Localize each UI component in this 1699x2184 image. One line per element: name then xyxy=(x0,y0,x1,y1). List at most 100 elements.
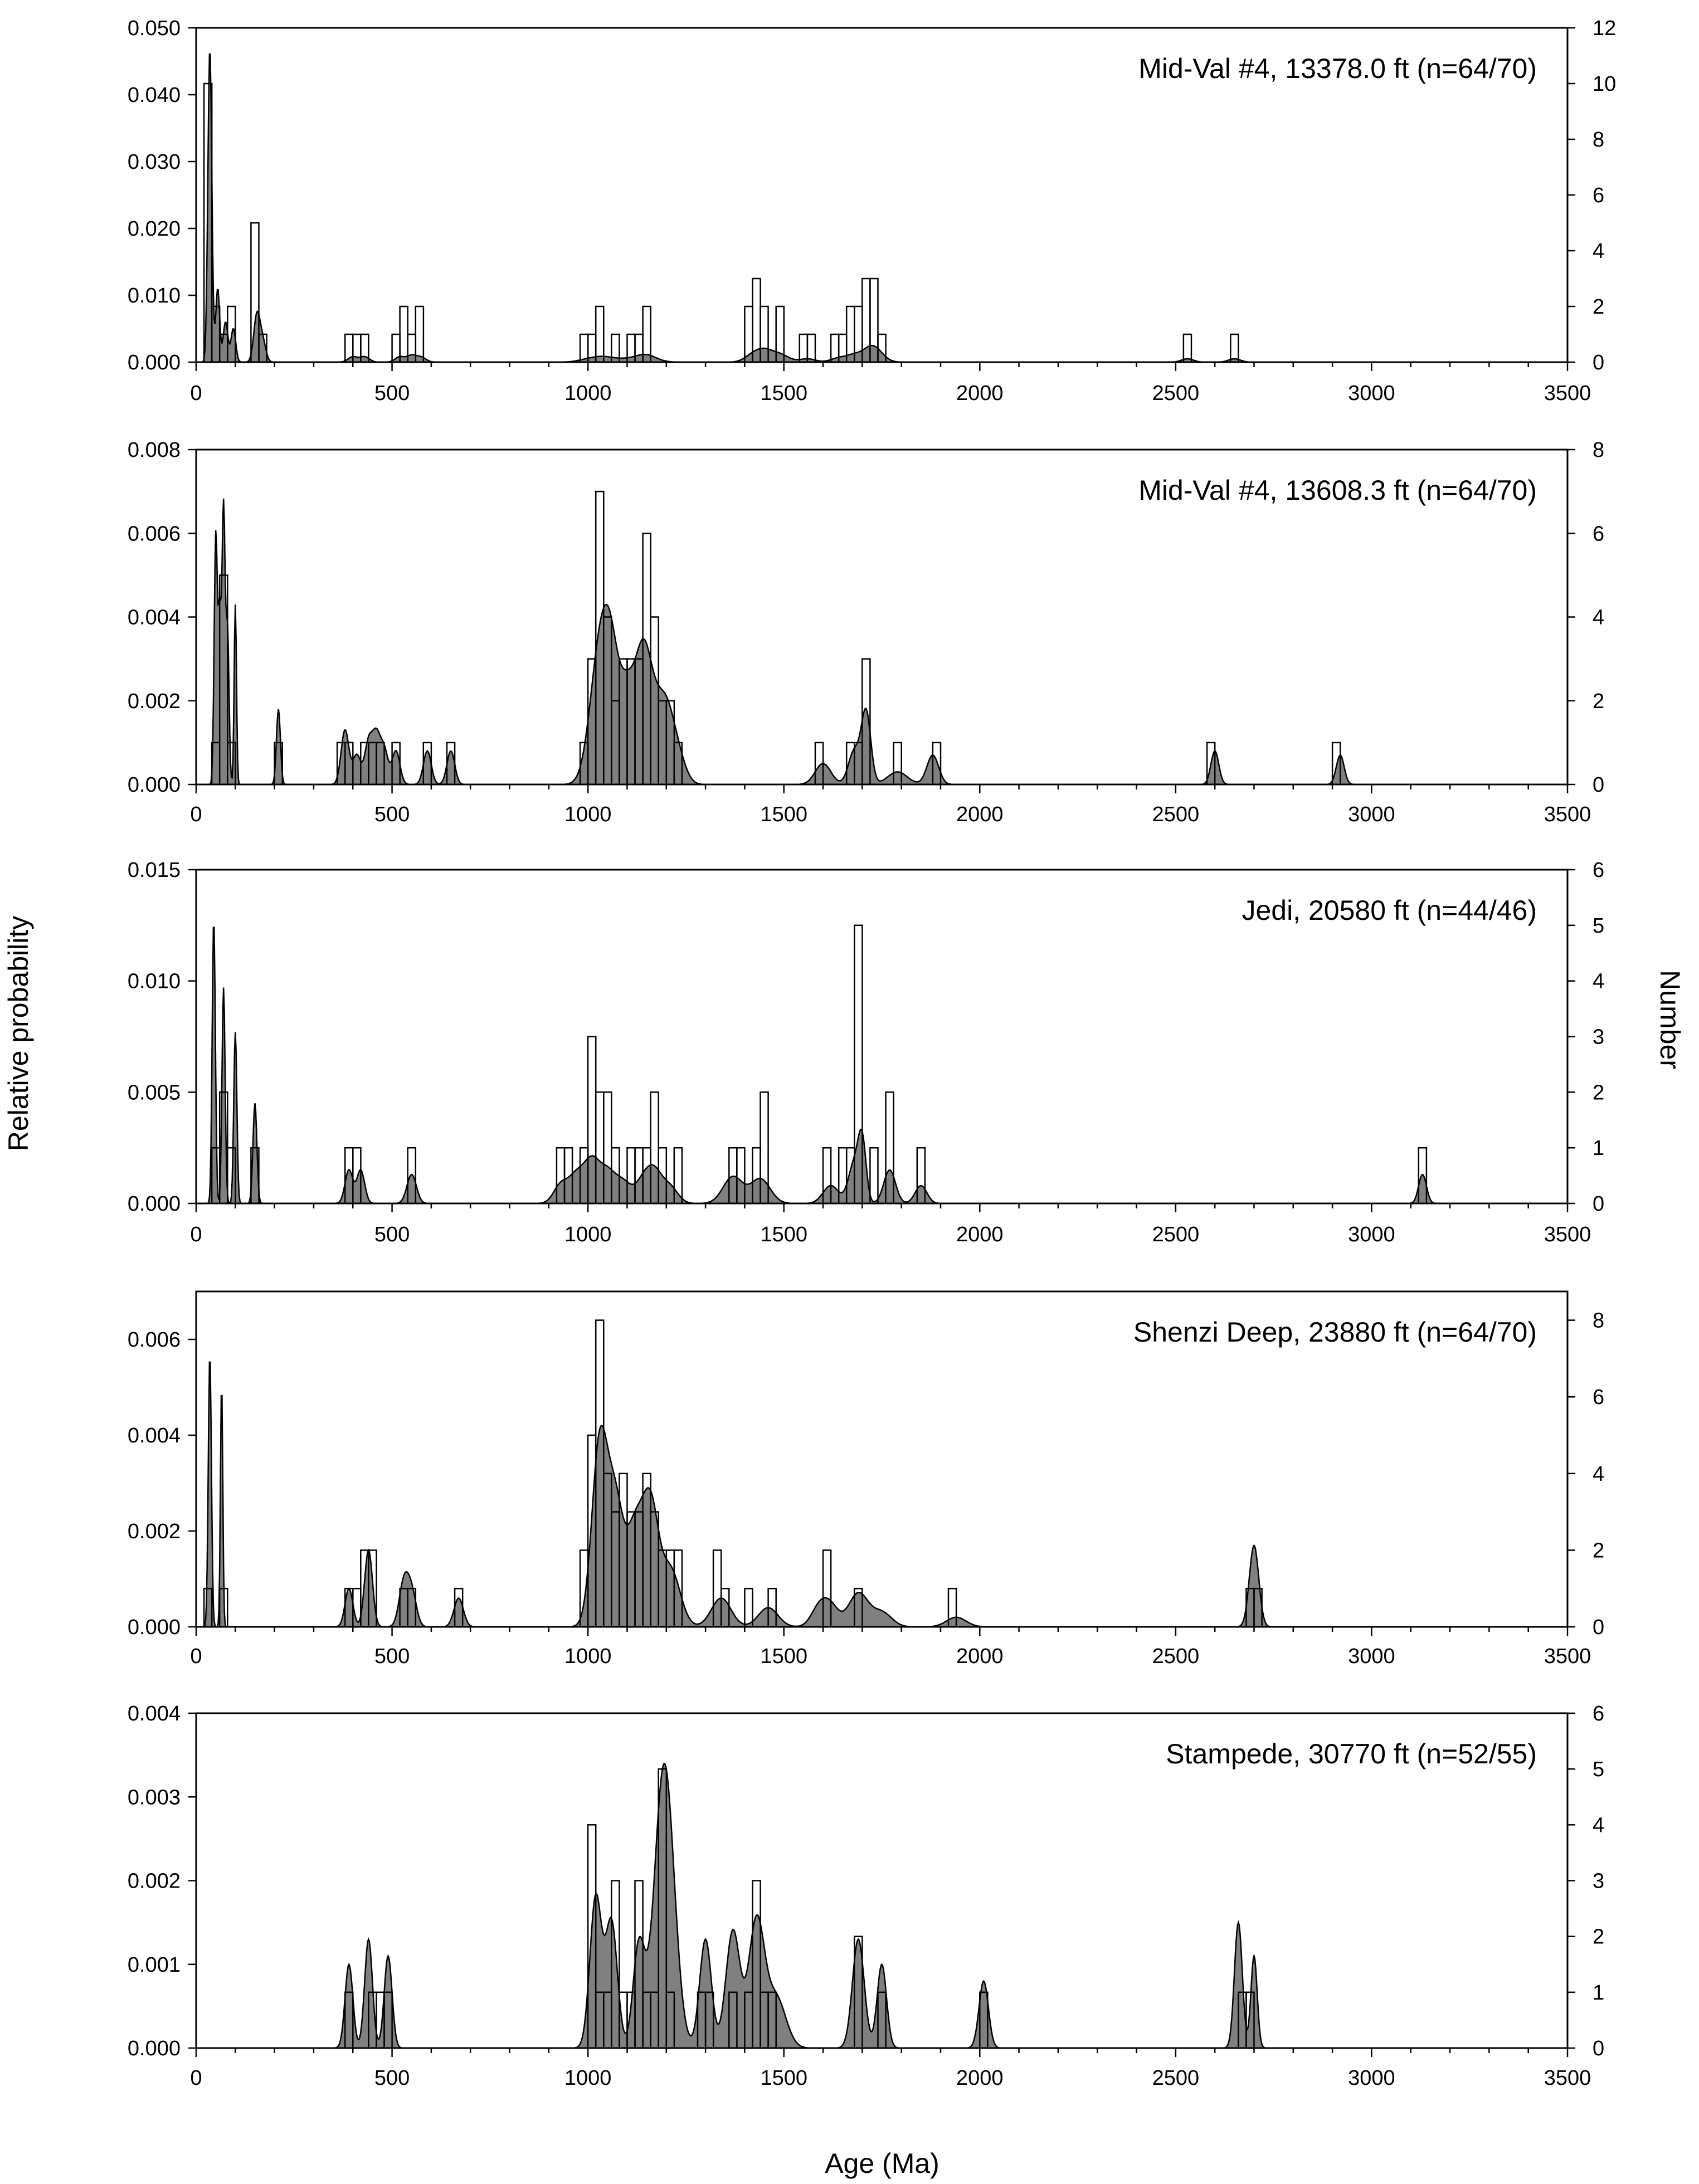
y-left-tick-label: 0.000 xyxy=(128,2037,181,2060)
y-right-tick-label: 4 xyxy=(1593,240,1604,263)
x-tick-label: 1500 xyxy=(760,2066,807,2090)
y-axis-right-ticks: 0 2 4 6 8 10 12 xyxy=(1567,17,1616,374)
x-axis-ticks: 0 500 1000 1500 2000 2500 3000 3500 xyxy=(190,2048,1591,2090)
x-tick-label: 1000 xyxy=(564,803,612,826)
y-right-tick-label: 2 xyxy=(1593,295,1604,319)
x-tick-label: 3500 xyxy=(1544,1645,1591,1668)
x-tick-label: 2500 xyxy=(1152,2066,1200,2090)
y-left-tick-label: 0.010 xyxy=(128,284,181,308)
x-tick-label: 0 xyxy=(190,2066,202,2090)
y-left-tick-label: 0.000 xyxy=(128,1192,181,1216)
x-tick-label: 3000 xyxy=(1348,382,1395,405)
panel-1: 0 500 1000 1500 2000 2500 3000 35000.0000.0100.… xyxy=(128,17,1616,405)
x-tick-label: 0 xyxy=(190,1223,202,1246)
y-right-tick-label: 8 xyxy=(1593,438,1604,462)
y-axis-label-right: Number xyxy=(1654,970,1686,1069)
x-tick-label: 3500 xyxy=(1544,803,1591,826)
y-axis-left-ticks: 0.000 0.001 0.002 0.003 0.004 xyxy=(128,1702,196,2060)
x-tick-label: 3000 xyxy=(1348,1645,1395,1668)
x-axis-ticks: 0 500 1000 1500 2000 2500 3000 3500 xyxy=(190,1203,1591,1246)
y-right-tick-label: 0 xyxy=(1593,1192,1604,1216)
y-axis-right-ticks: 0 1 2 3 4 5 6 xyxy=(1567,1702,1604,2060)
x-tick-label: 500 xyxy=(374,2066,410,2090)
x-tick-label: 2500 xyxy=(1152,1223,1200,1246)
y-left-tick-label: 0.000 xyxy=(128,773,181,797)
x-tick-label: 1500 xyxy=(760,803,807,826)
x-tick-label: 1000 xyxy=(564,1223,612,1246)
y-right-tick-label: 6 xyxy=(1593,1702,1604,1725)
y-left-tick-label: 0.006 xyxy=(128,522,181,545)
x-tick-label: 500 xyxy=(374,1223,410,1246)
x-tick-label: 1000 xyxy=(564,382,612,405)
y-left-tick-label: 0.020 xyxy=(128,217,181,241)
y-axis-left-ticks: 0.000 0.002 0.004 0.006 0.008 xyxy=(128,438,196,797)
y-left-tick-label: 0.002 xyxy=(128,690,181,713)
y-right-tick-label: 4 xyxy=(1593,1462,1604,1486)
x-tick-label: 3500 xyxy=(1544,2066,1591,2090)
y-right-tick-label: 6 xyxy=(1593,184,1604,207)
y-right-tick-label: 5 xyxy=(1593,1758,1604,1781)
y-right-tick-label: 0 xyxy=(1593,773,1604,797)
panel-4: 0 500 1000 1500 2000 2500 3000 35000.0000.0020.… xyxy=(128,1290,1604,1668)
y-left-tick-label: 0.006 xyxy=(128,1328,181,1352)
y-axis-right-ticks: 0 2 4 6 8 xyxy=(1567,1309,1604,1639)
y-left-tick-label: 0.008 xyxy=(128,438,181,462)
y-right-tick-label: 8 xyxy=(1593,128,1604,152)
y-right-tick-label: 6 xyxy=(1593,522,1604,545)
y-left-tick-label: 0.000 xyxy=(128,1616,181,1639)
panels-group: 0 500 1000 1500 2000 2500 3000 35000.0000.0100.… xyxy=(128,17,1616,2090)
y-right-tick-label: 0 xyxy=(1593,1616,1604,1639)
y-left-tick-label: 0.004 xyxy=(128,606,181,630)
y-right-tick-label: 0 xyxy=(1593,351,1604,374)
y-axis-right-ticks: 0 1 2 3 4 5 6 xyxy=(1567,859,1604,1216)
y-axis-right-ticks: 0 2 4 6 8 xyxy=(1567,438,1604,797)
x-tick-label: 2000 xyxy=(956,1645,1004,1668)
x-tick-label: 0 xyxy=(190,1645,202,1668)
y-right-tick-label: 6 xyxy=(1593,859,1604,882)
panel-title: Stampede, 30770 ft (n=52/55) xyxy=(1166,1738,1537,1769)
x-axis-ticks: 0 500 1000 1500 2000 2500 3000 3500 xyxy=(190,784,1591,826)
x-tick-label: 3000 xyxy=(1348,1223,1395,1246)
panel-title: Mid-Val #4, 13608.3 ft (n=64/70) xyxy=(1138,475,1537,506)
y-left-tick-label: 0.004 xyxy=(128,1424,181,1447)
y-left-tick-label: 0.005 xyxy=(128,1081,181,1104)
x-axis-ticks: 0 500 1000 1500 2000 2500 3000 3500 xyxy=(190,1627,1591,1668)
y-left-tick-label: 0.004 xyxy=(128,1702,181,1725)
y-left-tick-label: 0.015 xyxy=(128,859,181,882)
x-tick-label: 500 xyxy=(374,382,410,405)
y-left-tick-label: 0.002 xyxy=(128,1520,181,1543)
y-right-tick-label: 10 xyxy=(1593,72,1616,96)
y-right-tick-label: 4 xyxy=(1593,1814,1604,1837)
y-right-tick-label: 4 xyxy=(1593,970,1604,993)
x-axis-label: Age (Ma) xyxy=(825,2148,939,2179)
x-tick-label: 1500 xyxy=(760,1645,807,1668)
x-tick-label: 1000 xyxy=(564,1645,612,1668)
panel-title: Mid-Val #4, 13378.0 ft (n=64/70) xyxy=(1138,53,1537,84)
x-tick-label: 2500 xyxy=(1152,803,1200,826)
y-left-tick-label: 0.001 xyxy=(128,1953,181,1977)
y-left-tick-label: 0.040 xyxy=(128,84,181,107)
x-tick-label: 2000 xyxy=(956,1223,1004,1246)
x-tick-label: 2000 xyxy=(956,2066,1004,2090)
x-tick-label: 2500 xyxy=(1152,382,1200,405)
x-tick-label: 2500 xyxy=(1152,1645,1200,1668)
y-right-tick-label: 4 xyxy=(1593,606,1604,630)
y-axis-left-ticks: 0.000 0.002 0.004 0.006 xyxy=(128,1328,196,1639)
y-right-tick-label: 1 xyxy=(1593,1137,1604,1160)
y-right-tick-label: 3 xyxy=(1593,1026,1604,1049)
y-right-tick-label: 3 xyxy=(1593,1870,1604,1893)
y-left-tick-label: 0.003 xyxy=(128,1786,181,1809)
x-tick-label: 500 xyxy=(374,803,410,826)
x-tick-label: 3000 xyxy=(1348,2066,1395,2090)
y-axis-label-left: Relative probability xyxy=(3,916,34,1151)
y-right-tick-label: 2 xyxy=(1593,1925,1604,1949)
y-axis-left-ticks: 0.000 0.010 0.020 0.030 0.040 0.050 xyxy=(128,17,196,374)
x-tick-label: 2000 xyxy=(956,803,1004,826)
panel-5: 0 500 1000 1500 2000 2500 3000 35000.0000.0010.… xyxy=(128,1702,1604,2090)
x-axis-ticks: 0 500 1000 1500 2000 2500 3000 3500 xyxy=(190,362,1591,405)
panel-title: Shenzi Deep, 23880 ft (n=64/70) xyxy=(1133,1317,1537,1348)
x-tick-label: 3500 xyxy=(1544,382,1591,405)
y-right-tick-label: 6 xyxy=(1593,1386,1604,1409)
